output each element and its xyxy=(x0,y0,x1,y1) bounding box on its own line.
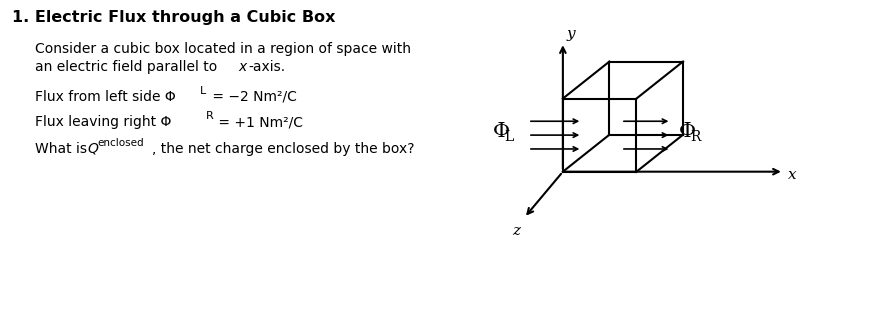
Text: = −2 Nm²/C: = −2 Nm²/C xyxy=(208,90,297,104)
Text: L: L xyxy=(200,86,206,96)
Text: 1. Electric Flux through a Cubic Box: 1. Electric Flux through a Cubic Box xyxy=(12,10,336,25)
Text: z: z xyxy=(512,224,520,238)
Text: -axis.: -axis. xyxy=(248,60,285,74)
Text: y: y xyxy=(567,27,576,41)
Text: Flux from left side Φ: Flux from left side Φ xyxy=(35,90,176,104)
Text: , the net charge enclosed by the box?: , the net charge enclosed by the box? xyxy=(152,142,414,156)
Text: Flux leaving right Φ: Flux leaving right Φ xyxy=(35,115,172,129)
Text: Φ: Φ xyxy=(679,122,696,141)
Text: = +1 Nm²/C: = +1 Nm²/C xyxy=(214,115,303,129)
Text: Q: Q xyxy=(87,142,98,156)
Text: an electric field parallel to: an electric field parallel to xyxy=(35,60,222,74)
Text: What is: What is xyxy=(35,142,91,156)
Text: Φ: Φ xyxy=(493,122,510,141)
Text: Consider a cubic box located in a region of space with: Consider a cubic box located in a region… xyxy=(35,42,411,56)
Text: x: x xyxy=(788,168,796,182)
Text: x: x xyxy=(238,60,246,74)
Text: R: R xyxy=(206,111,214,121)
Text: L: L xyxy=(504,130,513,145)
Text: enclosed: enclosed xyxy=(97,138,144,148)
Text: R: R xyxy=(690,130,700,145)
